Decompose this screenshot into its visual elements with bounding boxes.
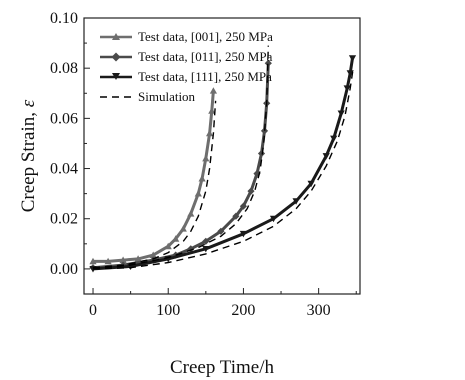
- data-point-111: [322, 153, 330, 160]
- series-line-001: [93, 90, 215, 263]
- data-point-001: [202, 154, 210, 162]
- data-point-011: [257, 149, 266, 158]
- data-point-111: [343, 85, 351, 92]
- data-point-111: [202, 246, 210, 253]
- x-tick-label: 100: [156, 302, 180, 319]
- data-point-011: [232, 212, 240, 220]
- y-tick-label: 0.00: [50, 261, 78, 278]
- data-point-111: [239, 230, 247, 238]
- simulation-curve-3: [92, 68, 354, 270]
- legend-item-simulation: Simulation: [100, 89, 196, 104]
- data-point-011: [264, 59, 272, 67]
- data-point-011: [260, 127, 269, 135]
- data-point-001: [198, 175, 206, 182]
- data-point-111: [269, 215, 278, 223]
- simulation-curve-1: [92, 100, 217, 269]
- legend-item-111: Test data, [111], 250 MPa: [100, 69, 272, 84]
- y-axis-title: Creep Strain, ε: [18, 99, 39, 212]
- legend-label-111: Test data, [111], 250 MPa: [138, 69, 272, 84]
- legend-item-011: Test data, [011], 250 MPa: [100, 49, 273, 64]
- legend-marker-011: [111, 52, 121, 62]
- data-point-011: [217, 227, 225, 235]
- y-tick-label: 0.04: [50, 161, 78, 178]
- data-point-001: [89, 257, 97, 265]
- data-point-001: [104, 257, 112, 265]
- series-line-111: [92, 57, 354, 271]
- x-tick-label: 0: [89, 302, 97, 319]
- data-point-001: [206, 129, 214, 137]
- data-point-001: [187, 210, 195, 217]
- simulation-curve-2: [92, 45, 269, 270]
- x-tick-label: 200: [231, 302, 255, 319]
- x-tick-label: 300: [307, 302, 331, 319]
- data-point-111: [292, 198, 300, 205]
- legend-item-001: Test data, [001], 250 MPa: [100, 29, 273, 44]
- data-point-001: [164, 242, 172, 250]
- data-point-001: [179, 225, 187, 232]
- y-tick-label: 0.02: [50, 211, 78, 228]
- legend-marker-001: [112, 33, 120, 40]
- legend-marker-111: [112, 73, 120, 80]
- data-point-111: [348, 55, 357, 62]
- x-axis-title: Creep Time/h: [170, 357, 274, 378]
- data-point-111: [330, 135, 338, 142]
- data-point-001: [119, 256, 127, 263]
- data-point-111: [307, 180, 315, 188]
- data-point-001: [149, 251, 157, 258]
- data-point-011: [247, 187, 255, 195]
- y-axis-title-text: Creep Strain,: [18, 107, 39, 212]
- data-point-001: [172, 235, 180, 242]
- data-point-011: [202, 237, 210, 245]
- data-point-111: [337, 110, 345, 117]
- y-axis-title-symbol: ε: [18, 99, 39, 107]
- data-point-001: [208, 107, 216, 114]
- ticks-layer: 0 100 200 300 0.00 0.02 0.04 0.06 0.08 0.10: [50, 10, 357, 319]
- series-layer: [89, 45, 357, 273]
- legend-label-001: Test data, [001], 250 MPa: [138, 29, 273, 44]
- data-point-001: [209, 87, 217, 94]
- data-point-001: [194, 190, 202, 197]
- legend: Test data, [001], 250 MPa Test data, [01…: [100, 29, 273, 104]
- y-tick-label: 0.06: [50, 110, 78, 127]
- y-tick-label: 0.10: [50, 10, 78, 27]
- data-point-011: [239, 202, 247, 210]
- plot-frame: [83, 17, 361, 295]
- legend-label-011: Test data, [011], 250 MPa: [138, 49, 273, 64]
- y-tick-label: 0.08: [50, 60, 78, 77]
- data-point-001: [134, 255, 142, 262]
- legend-label-simulation: Simulation: [138, 89, 196, 104]
